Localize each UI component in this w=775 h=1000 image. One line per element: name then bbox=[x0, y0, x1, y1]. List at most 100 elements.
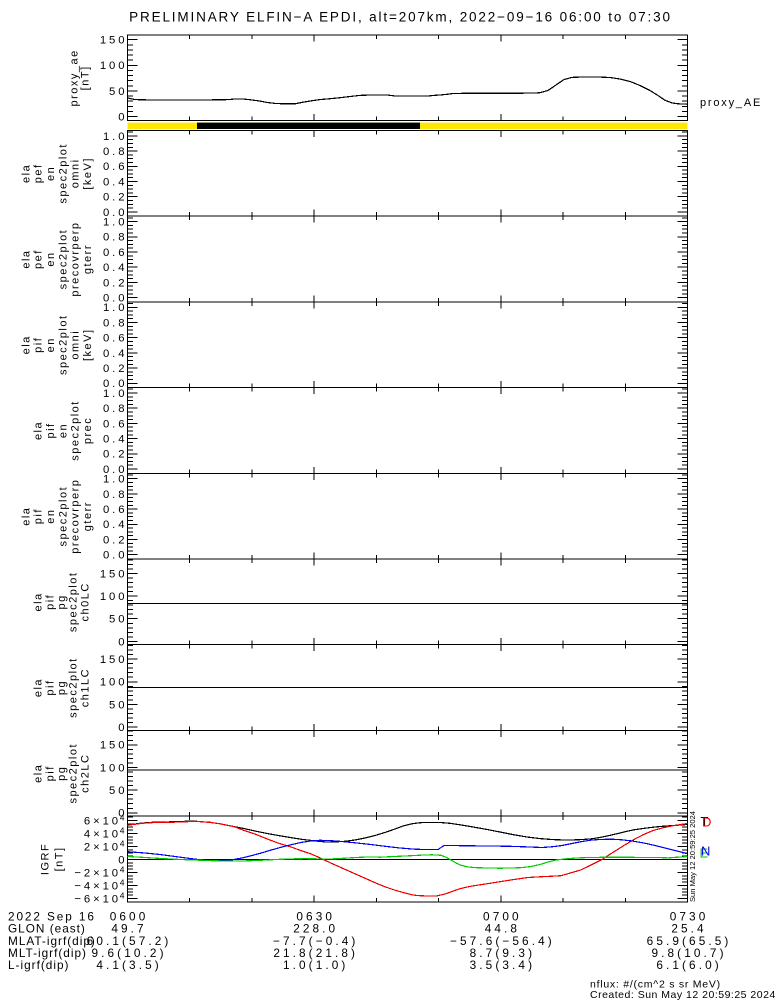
svg-text:gterr: gterr bbox=[82, 501, 94, 531]
svg-text:44.8: 44.8 bbox=[485, 922, 520, 936]
svg-text:50: 50 bbox=[109, 86, 127, 98]
svg-text:150: 150 bbox=[100, 740, 128, 752]
svg-text:1.0: 1.0 bbox=[103, 131, 127, 143]
svg-text:60.1(57.2): 60.1(57.2) bbox=[87, 934, 172, 948]
svg-text:ch1LC: ch1LC bbox=[79, 668, 91, 707]
svg-text:[keV]: [keV] bbox=[82, 328, 94, 361]
svg-text:pg: pg bbox=[56, 680, 68, 695]
svg-text:en: en bbox=[57, 423, 69, 438]
svg-text:N: N bbox=[701, 844, 710, 859]
svg-text:pef: pef bbox=[33, 163, 45, 183]
svg-text:0.2: 0.2 bbox=[103, 277, 127, 289]
svg-text:0.6: 0.6 bbox=[103, 418, 127, 430]
svg-text:pif: pif bbox=[33, 337, 45, 353]
svg-text:0.4: 0.4 bbox=[103, 434, 127, 446]
svg-text:150: 150 bbox=[100, 568, 128, 580]
svg-text:0: 0 bbox=[118, 636, 127, 648]
svg-text:0.2: 0.2 bbox=[103, 449, 127, 461]
svg-text:0.0: 0.0 bbox=[103, 293, 127, 305]
svg-text:GLON (east): GLON (east) bbox=[8, 922, 86, 936]
svg-text:−7.7(−0.4): −7.7(−0.4) bbox=[273, 934, 358, 948]
svg-text:21.8(21.8): 21.8(21.8) bbox=[273, 946, 358, 960]
svg-text:−57.6(−56.4): −57.6(−56.4) bbox=[450, 934, 555, 948]
svg-text:100: 100 bbox=[100, 591, 128, 603]
svg-text:spec2plot: spec2plot bbox=[57, 314, 69, 375]
svg-text:25.4: 25.4 bbox=[671, 922, 706, 936]
svg-text:9.6(10.2): 9.6(10.2) bbox=[91, 946, 166, 960]
svg-text:ela: ela bbox=[33, 592, 45, 611]
svg-text:0.8: 0.8 bbox=[103, 489, 127, 501]
svg-text:0.4: 0.4 bbox=[103, 176, 127, 188]
svg-text:pg: pg bbox=[56, 594, 68, 609]
svg-text:pif: pif bbox=[44, 765, 56, 781]
svg-text:spec2plot: spec2plot bbox=[57, 229, 69, 290]
svg-text:Sun May 12 20:59:25 2024: Sun May 12 20:59:25 2024 bbox=[690, 811, 697, 902]
svg-text:ela: ela bbox=[33, 764, 45, 783]
svg-text:2×104: 2×104 bbox=[84, 839, 127, 854]
svg-text:pif: pif bbox=[44, 679, 56, 695]
svg-text:pif: pif bbox=[45, 422, 57, 438]
svg-text:prec: prec bbox=[82, 417, 94, 444]
svg-text:0.8: 0.8 bbox=[103, 146, 127, 158]
svg-text:4.1(3.5): 4.1(3.5) bbox=[96, 958, 161, 972]
svg-text:0.6: 0.6 bbox=[103, 161, 127, 173]
svg-text:0700: 0700 bbox=[483, 909, 522, 923]
svg-text:0: 0 bbox=[118, 854, 127, 866]
svg-text:150: 150 bbox=[100, 654, 128, 666]
svg-text:T: T bbox=[701, 814, 709, 829]
svg-text:proxy_ae: proxy_ae bbox=[68, 49, 80, 106]
svg-text:50: 50 bbox=[109, 699, 127, 711]
svg-text:Created: Sun May 12 20:59:25 2: Created: Sun May 12 20:59:25 2024 bbox=[590, 989, 775, 1000]
svg-text:1.0: 1.0 bbox=[103, 474, 127, 486]
svg-text:1.0: 1.0 bbox=[103, 388, 127, 400]
svg-text:ch0LC: ch0LC bbox=[79, 582, 91, 621]
svg-text:0.8: 0.8 bbox=[103, 403, 127, 415]
svg-text:E: E bbox=[700, 846, 709, 861]
svg-text:0.6: 0.6 bbox=[103, 333, 127, 345]
svg-text:0: 0 bbox=[118, 722, 127, 734]
svg-text:en: en bbox=[45, 251, 57, 266]
svg-text:ela: ela bbox=[20, 164, 32, 183]
svg-text:−6×104: −6×104 bbox=[74, 891, 127, 906]
svg-text:65.9(65.5): 65.9(65.5) bbox=[647, 934, 732, 948]
svg-text:D: D bbox=[702, 815, 711, 830]
svg-text:0600: 0600 bbox=[110, 909, 149, 923]
svg-text:MLT-igrf(dip): MLT-igrf(dip) bbox=[8, 946, 87, 960]
svg-text:[nT]: [nT] bbox=[54, 846, 66, 871]
svg-text:−4×104: −4×104 bbox=[74, 878, 127, 893]
svg-text:100: 100 bbox=[100, 60, 128, 72]
svg-text:3.5(3.4): 3.5(3.4) bbox=[470, 958, 535, 972]
svg-text:50: 50 bbox=[109, 785, 127, 797]
svg-text:spec2plot: spec2plot bbox=[68, 743, 80, 804]
svg-text:spec2plot: spec2plot bbox=[68, 657, 80, 718]
svg-text:ch2LC: ch2LC bbox=[79, 754, 91, 793]
svg-text:0.0: 0.0 bbox=[103, 550, 127, 562]
svg-text:ela: ela bbox=[33, 678, 45, 697]
svg-text:0.6: 0.6 bbox=[103, 247, 127, 259]
svg-text:0630: 0630 bbox=[296, 909, 335, 923]
svg-text:0.4: 0.4 bbox=[103, 262, 127, 274]
svg-text:omni: omni bbox=[70, 158, 82, 188]
svg-text:ela: ela bbox=[20, 249, 32, 268]
svg-text:precovrperp: precovrperp bbox=[70, 479, 82, 554]
svg-text:0730: 0730 bbox=[670, 909, 709, 923]
svg-text:49.7: 49.7 bbox=[111, 922, 146, 936]
svg-text:0.8: 0.8 bbox=[103, 317, 127, 329]
svg-text:precovrperp: precovrperp bbox=[70, 221, 82, 296]
svg-text:en: en bbox=[45, 337, 57, 352]
svg-text:−2×104: −2×104 bbox=[74, 865, 127, 880]
svg-text:0.2: 0.2 bbox=[103, 534, 127, 546]
svg-text:[keV]: [keV] bbox=[82, 157, 94, 190]
svg-text:100: 100 bbox=[100, 677, 128, 689]
svg-text:pif: pif bbox=[33, 508, 45, 524]
svg-text:en: en bbox=[45, 509, 57, 524]
svg-text:0.0: 0.0 bbox=[103, 464, 127, 476]
svg-text:nflux: #/(cm^2 s sr MeV): nflux: #/(cm^2 s sr MeV) bbox=[590, 979, 721, 991]
svg-text:1.0: 1.0 bbox=[103, 217, 127, 229]
svg-text:ela: ela bbox=[33, 421, 45, 440]
svg-text:pif: pif bbox=[44, 594, 56, 610]
svg-text:50: 50 bbox=[109, 614, 127, 626]
svg-text:IGRF: IGRF bbox=[40, 843, 52, 875]
svg-text:omni: omni bbox=[70, 330, 82, 360]
svg-text:8.7(9.3): 8.7(9.3) bbox=[470, 946, 535, 960]
